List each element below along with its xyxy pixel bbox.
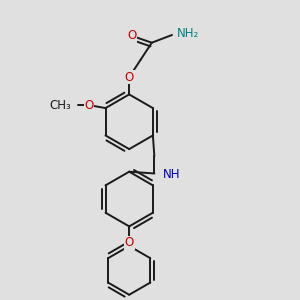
Text: O: O [124,236,134,249]
Text: O: O [124,71,134,84]
Text: NH₂: NH₂ [177,27,200,40]
Text: CH₃: CH₃ [50,99,71,112]
Text: O: O [85,99,94,112]
Text: NH: NH [163,168,181,181]
Text: O: O [127,29,136,42]
